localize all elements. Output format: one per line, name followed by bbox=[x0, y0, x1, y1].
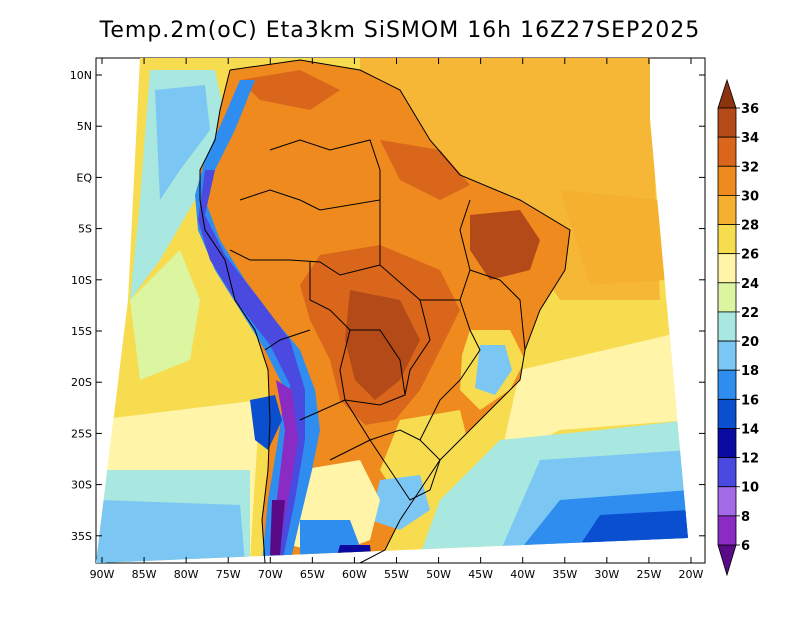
colorbar-swatch bbox=[717, 457, 737, 488]
lon-tick-label: 45W bbox=[468, 568, 493, 581]
lat-tick-label: 20S bbox=[71, 376, 92, 389]
colorbar-swatch bbox=[717, 311, 737, 342]
colorbar-label: 32 bbox=[741, 160, 759, 175]
colorbar-swatch bbox=[717, 253, 737, 284]
colorbar-bottom-arrow bbox=[717, 544, 737, 577]
colorbar-swatch bbox=[717, 282, 737, 313]
colorbar-swatch bbox=[717, 515, 737, 546]
lon-tick-label: 70W bbox=[258, 568, 283, 581]
colorbar-label: 10 bbox=[741, 481, 759, 496]
lat-tick-label: 10S bbox=[71, 274, 92, 287]
lon-tick-label: 35W bbox=[552, 568, 577, 581]
lon-tick-label: 80W bbox=[174, 568, 199, 581]
longitude-axis: 90W 85W 80W 75W 70W 65W 60W 55W 50W 45W 40W 35W 30W 2… bbox=[90, 58, 704, 581]
colorbar-label: 20 bbox=[741, 335, 759, 350]
lon-tick-label: 30W bbox=[594, 568, 619, 581]
colorbar-label: 6 bbox=[741, 539, 750, 554]
colorbar-swatch bbox=[717, 194, 737, 225]
lon-tick-label: 20W bbox=[679, 568, 704, 581]
lon-tick-label: 60W bbox=[342, 568, 367, 581]
lon-tick-label: 55W bbox=[384, 568, 409, 581]
colorbar-swatch bbox=[717, 486, 737, 517]
colorbar-label: 16 bbox=[741, 393, 759, 408]
latitude-axis: 10N 5N EQ 5S 10S 15S 20S 25S 30S 35S bbox=[70, 69, 705, 543]
lon-tick-label: 40W bbox=[510, 568, 535, 581]
colorbar-label: 12 bbox=[741, 452, 759, 467]
colorbar-swatch bbox=[717, 398, 737, 429]
country-borders bbox=[199, 59, 571, 564]
colorbar-swatch bbox=[717, 428, 737, 459]
lat-tick-label: 5S bbox=[78, 223, 92, 236]
colorbar-label: 26 bbox=[741, 248, 759, 263]
lat-tick-label: 35S bbox=[71, 530, 92, 543]
colorbar-label: 24 bbox=[741, 277, 759, 292]
lat-tick-label: 10N bbox=[70, 69, 92, 82]
colorbar-label: 30 bbox=[741, 189, 759, 204]
colorbar-label: 36 bbox=[741, 102, 759, 117]
lat-tick-label: 30S bbox=[71, 479, 92, 492]
lon-tick-label: 65W bbox=[300, 568, 325, 581]
lat-tick-label: EQ bbox=[76, 171, 92, 184]
lon-tick-label: 50W bbox=[426, 568, 451, 581]
colorbar-swatch bbox=[717, 369, 737, 400]
colorbar-swatch bbox=[717, 224, 737, 255]
colorbar-swatch bbox=[717, 340, 737, 371]
colorbar-swatch bbox=[717, 136, 737, 167]
temperature-field bbox=[96, 58, 688, 563]
colorbar-swatch bbox=[717, 165, 737, 196]
colorbar-label: 34 bbox=[741, 131, 759, 146]
lon-tick-label: 75W bbox=[216, 568, 241, 581]
colorbar-label: 14 bbox=[741, 422, 759, 437]
colorbar-label: 28 bbox=[741, 219, 759, 234]
colorbar-label: 8 bbox=[741, 510, 750, 525]
colorbar-label: 22 bbox=[741, 306, 759, 321]
colorbar-label: 18 bbox=[741, 364, 759, 379]
lon-tick-label: 25W bbox=[636, 568, 661, 581]
colorbar: 36 34 32 30 28 26 24 22 20 18 16 14 12 10 8 6 bbox=[717, 78, 759, 577]
lat-tick-label: 15S bbox=[71, 325, 92, 338]
lat-tick-label: 5N bbox=[77, 120, 92, 133]
lon-tick-label: 90W bbox=[90, 568, 115, 581]
lon-tick-label: 85W bbox=[132, 568, 157, 581]
chart-title: Temp.2m(oC) Eta3km SiSMOM 16h 16Z27SEP20… bbox=[99, 18, 701, 43]
colorbar-swatch bbox=[717, 107, 737, 138]
colorbar-top-arrow bbox=[717, 78, 737, 109]
lat-tick-label: 25S bbox=[71, 427, 92, 440]
